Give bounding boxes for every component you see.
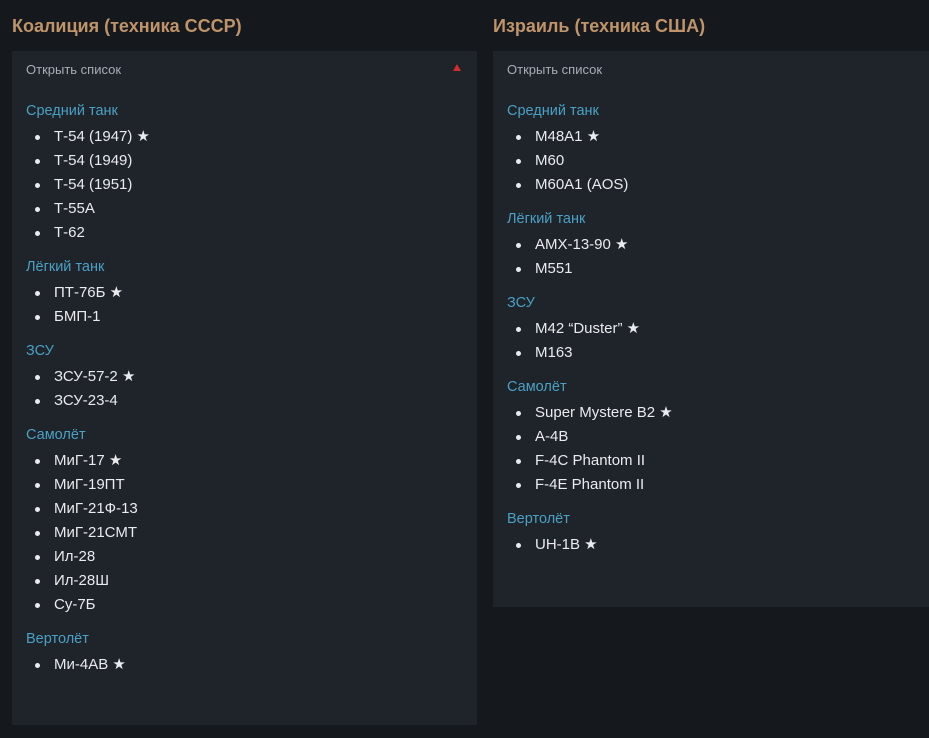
vehicle-list: Super Mystere B2 ★ A-4B F-4C Phantom II F-4…	[507, 401, 915, 497]
group-title: Лёгкий танк	[26, 259, 105, 275]
vehicle-list: AMX-13-90 ★ M551	[507, 233, 915, 281]
vehicle-item: Т-54 (1951)	[26, 173, 463, 197]
vehicle-item: A-4B	[507, 425, 915, 449]
vehicle-item: M551	[507, 257, 915, 281]
vehicle-groups: Средний танк Т-54 (1947) ★ Т-54 (1949) Т-54…	[12, 89, 477, 677]
vehicle-group: Лёгкий танк AMX-13-90 ★ M551	[507, 197, 915, 281]
vehicle-item: Т-55А	[26, 197, 463, 221]
vehicle-list: Ми-4АВ ★	[26, 653, 463, 677]
vehicle-group: Самолёт МиГ-17 ★ МиГ-19ПТ МиГ-21Ф-13 МиГ-21С…	[26, 413, 463, 617]
group-title: ЗСУ	[507, 295, 535, 311]
vehicle-item: Super Mystere B2 ★	[507, 401, 915, 425]
triangle-up-icon[interactable]	[453, 64, 461, 71]
vehicle-item: UH-1B ★	[507, 533, 915, 557]
vehicle-item: M60	[507, 149, 915, 173]
open-list-toggle[interactable]: Открыть список	[12, 51, 477, 89]
vehicle-item: ЗСУ-57-2 ★	[26, 365, 463, 389]
vehicle-list-panel: Открыть список Средний танк Т-54 (1947) ★…	[12, 51, 477, 725]
group-title: Вертолёт	[507, 511, 570, 527]
vehicle-list: ПТ-76Б ★ БМП-1	[26, 281, 463, 329]
vehicle-item: M163	[507, 341, 915, 365]
vehicle-item: Су-7Б	[26, 593, 463, 617]
vehicle-item: M48A1 ★	[507, 125, 915, 149]
vehicle-group: Вертолёт Ми-4АВ ★	[26, 617, 463, 677]
vehicle-group: ЗСУ M42 “Duster” ★ M163	[507, 281, 915, 365]
vehicle-group: Вертолёт UH-1B ★	[507, 497, 915, 557]
vehicle-list: UH-1B ★	[507, 533, 915, 557]
vehicle-item: M60A1 (AOS)	[507, 173, 915, 197]
group-title: ЗСУ	[26, 343, 54, 359]
group-title: Средний танк	[507, 103, 599, 119]
vehicle-item: AMX-13-90 ★	[507, 233, 915, 257]
vehicle-item: F-4E Phantom II	[507, 473, 915, 497]
vehicle-item: ЗСУ-23-4	[26, 389, 463, 413]
vehicle-list: МиГ-17 ★ МиГ-19ПТ МиГ-21Ф-13 МиГ-21СМТ Ил-28…	[26, 449, 463, 617]
vehicle-item: Ил-28Ш	[26, 569, 463, 593]
vehicle-group: Средний танк Т-54 (1947) ★ Т-54 (1949) Т-54…	[26, 89, 463, 245]
vehicle-groups: Средний танк M48A1 ★ M60 M60A1 (AOS) Лёгкий …	[493, 89, 929, 557]
vehicle-list: M48A1 ★ M60 M60A1 (AOS)	[507, 125, 915, 197]
open-list-label: Открыть список	[26, 62, 122, 77]
vehicle-item: МиГ-21Ф-13	[26, 497, 463, 521]
vehicle-item: Ил-28	[26, 545, 463, 569]
open-list-label: Открыть список	[507, 62, 603, 77]
vehicle-item: F-4C Phantom II	[507, 449, 915, 473]
vehicle-list: ЗСУ-57-2 ★ ЗСУ-23-4	[26, 365, 463, 413]
column-title: Израиль (техника США)	[493, 16, 706, 36]
group-title: Лёгкий танк	[507, 211, 586, 227]
vehicle-list-panel: Открыть список Средний танк M48A1 ★ M60 M60…	[493, 51, 929, 607]
vehicle-group: Средний танк M48A1 ★ M60 M60A1 (AOS)	[507, 89, 915, 197]
group-title: Самолёт	[26, 427, 86, 443]
group-title: Средний танк	[26, 103, 118, 119]
vehicle-item: Ми-4АВ ★	[26, 653, 463, 677]
vehicle-item: M42 “Duster” ★	[507, 317, 915, 341]
vehicle-item: МиГ-17 ★	[26, 449, 463, 473]
vehicle-list: Т-54 (1947) ★ Т-54 (1949) Т-54 (1951) Т-55А…	[26, 125, 463, 245]
vehicle-group: Лёгкий танк ПТ-76Б ★ БМП-1	[26, 245, 463, 329]
column-title: Коалиция (техника СССР)	[12, 16, 242, 36]
group-title: Вертолёт	[26, 631, 89, 647]
vehicle-item: Т-54 (1947) ★	[26, 125, 463, 149]
vehicle-group: Самолёт Super Mystere B2 ★ A-4B F-4C Phanto…	[507, 365, 915, 497]
vehicle-group: ЗСУ ЗСУ-57-2 ★ ЗСУ-23-4	[26, 329, 463, 413]
group-title: Самолёт	[507, 379, 567, 395]
open-list-toggle[interactable]: Открыть список	[493, 51, 929, 89]
vehicle-item: Т-54 (1949)	[26, 149, 463, 173]
vehicle-item: ПТ-76Б ★	[26, 281, 463, 305]
vehicle-item: БМП-1	[26, 305, 463, 329]
vehicle-item: Т-62	[26, 221, 463, 245]
vehicle-list: M42 “Duster” ★ M163	[507, 317, 915, 365]
vehicle-item: МиГ-21СМТ	[26, 521, 463, 545]
vehicle-item: МиГ-19ПТ	[26, 473, 463, 497]
